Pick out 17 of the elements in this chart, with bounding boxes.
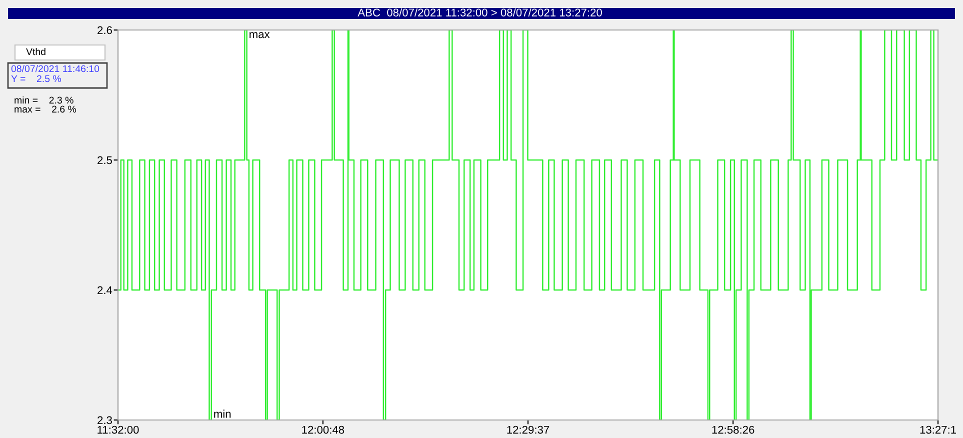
- x-tick-label: 12:58:26: [712, 426, 754, 434]
- y-tick-label: 2.3: [98, 416, 112, 424]
- x-tick-label: 11:32:00: [98, 426, 139, 434]
- text: 08/07/2021 11:46:10: [11, 64, 100, 72]
- x-tick-label: 12:00:48: [302, 426, 344, 434]
- y-tick-label: 2.5: [98, 156, 112, 164]
- chart-title: ABC 08/07/2021 11:32:00 > 08/07/2021 13:27:20: [358, 8, 602, 16]
- annotation: min: [214, 410, 231, 418]
- text: Vthd: [26, 48, 46, 56]
- annotation: max: [250, 32, 270, 38]
- x-tick-label: 12:29:37: [507, 426, 550, 434]
- text: min = 2.3 %: [14, 96, 74, 104]
- text: Y = 2.5 %: [11, 75, 62, 82]
- y-tick-label: 2.4: [98, 286, 112, 294]
- text: max = 2.6 %: [14, 106, 76, 113]
- y-tick-label: 2.6: [98, 26, 112, 34]
- x-tick-label: 13:27:1: [920, 426, 956, 434]
